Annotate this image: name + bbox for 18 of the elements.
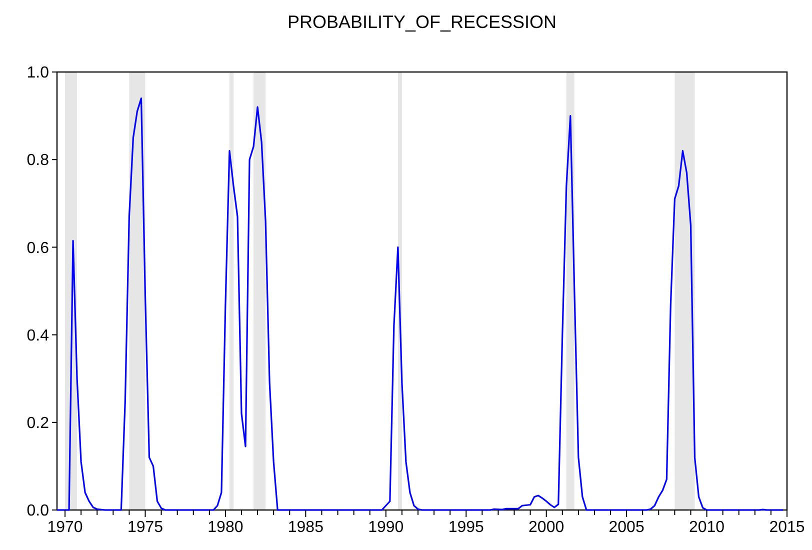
- x-tick-label: 2015: [769, 519, 805, 536]
- y-tick-label: 0.0: [26, 502, 50, 520]
- y-tick-label: 1.0: [26, 64, 50, 82]
- x-tick-label: 1995: [448, 519, 484, 536]
- x-tick-label: 1985: [288, 519, 324, 536]
- y-tick-label: 0.6: [26, 240, 50, 257]
- x-tick-label: 1975: [127, 519, 164, 536]
- x-tick-label: 2005: [608, 519, 644, 536]
- x-tick-label: 2000: [528, 519, 564, 536]
- x-tick-label: 1990: [368, 519, 404, 536]
- y-tick-label: 0.2: [26, 415, 50, 432]
- x-tick-label: 1970: [47, 519, 83, 536]
- x-tick-label: 2010: [688, 519, 725, 536]
- line-series: [56, 97, 784, 511]
- x-tick-label: 1980: [208, 519, 244, 536]
- y-tick-label: 0.4: [26, 327, 50, 344]
- y-tick-label: 0.8: [26, 152, 50, 170]
- chart-title: PROBABILITY_OF_RECESSION: [287, 12, 557, 32]
